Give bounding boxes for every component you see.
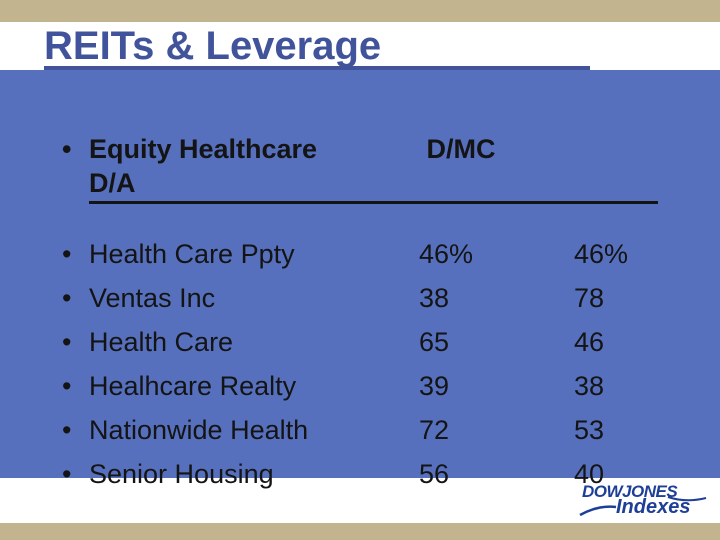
da-value: 46: [574, 327, 605, 357]
table-row: • Healhcare Realty 39 38: [62, 364, 682, 408]
table-header-group: Equity Healthcare D/MC D/A: [89, 132, 658, 204]
da-value: 53: [574, 415, 605, 445]
da-value: 78: [574, 283, 605, 313]
table-row: • Senior Housing 56 40: [62, 452, 682, 496]
dmc-value: 56: [419, 459, 450, 489]
dow-jones-indexes-logo: DOWJONES Indexes: [576, 482, 710, 522]
logo-indexes-text: Indexes: [616, 496, 691, 518]
table-row: • Nationwide Health 72 53: [62, 408, 682, 452]
company-name: Health Care: [89, 327, 234, 357]
content-box: • Equity Healthcare D/MC D/A • Health Ca…: [0, 70, 720, 489]
bullet-icon: •: [62, 459, 72, 489]
dmc-value: 65: [419, 327, 450, 357]
dmc-value: 72: [419, 415, 450, 445]
dmc-value: 39: [419, 371, 450, 401]
bullet-icon: •: [62, 134, 72, 164]
dmc-value: 38: [419, 283, 450, 313]
leverage-table: • Equity Healthcare D/MC D/A • Health Ca…: [62, 132, 682, 496]
top-accent-bar: [0, 0, 720, 22]
da-value: 46%: [574, 239, 629, 269]
bullet-icon: •: [62, 415, 72, 445]
logo-dowjones-text: DOWJONES: [582, 482, 678, 501]
company-name: Health Care Ppty: [89, 239, 295, 269]
logo-swoosh-icon: [579, 496, 707, 517]
company-name: Ventas Inc: [89, 283, 216, 313]
dmc-value: 46%: [419, 239, 474, 269]
column-header-da: D/A: [89, 168, 136, 198]
company-name: Senior Housing: [89, 459, 274, 489]
table-rows: • Health Care Ppty 46% 46% • Ventas Inc …: [62, 232, 682, 496]
bullet-icon: •: [62, 327, 72, 357]
table-row: • Health Care 65 46: [62, 320, 682, 364]
da-value: 40: [574, 459, 605, 489]
table-row: • Ventas Inc 38 78: [62, 276, 682, 320]
company-name: Healhcare Realty: [89, 371, 297, 401]
column-header-company: Equity Healthcare: [89, 134, 318, 164]
company-name: Nationwide Health: [89, 415, 309, 445]
column-header-dmc: D/MC: [426, 134, 496, 164]
bullet-icon: •: [62, 239, 72, 269]
table-header-row: • Equity Healthcare D/MC D/A: [62, 132, 682, 204]
slide-title: REITs & Leverage: [44, 26, 590, 70]
table-row: • Health Care Ppty 46% 46%: [62, 232, 682, 276]
bullet-icon: •: [62, 283, 72, 313]
bullet-icon: •: [62, 371, 72, 401]
bottom-accent-bar: [0, 523, 720, 540]
da-value: 38: [574, 371, 605, 401]
